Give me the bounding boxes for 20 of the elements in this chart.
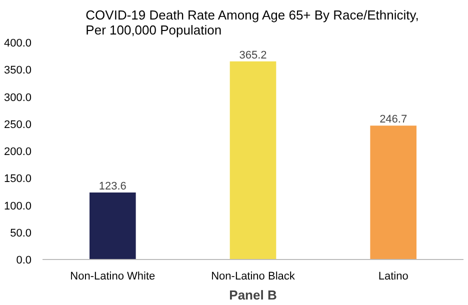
data-label: 123.6 (98, 180, 126, 192)
y-tick-label: 50.0 (10, 227, 32, 240)
y-tick-label: 250.0 (4, 118, 32, 131)
x-axis-title: Panel B (229, 288, 277, 302)
x-tick-label: Latino (378, 270, 408, 282)
y-tick-label: 300.0 (4, 92, 32, 104)
data-label: 246.7 (380, 114, 408, 126)
y-tick-label: 350.0 (4, 64, 32, 77)
y-tick-label: 400.0 (4, 38, 32, 50)
bar (370, 126, 416, 260)
y-tick-label: 0.0 (16, 254, 32, 266)
y-tick-label: 200.0 (4, 146, 32, 158)
y-tick-label: 150.0 (4, 173, 32, 186)
x-tick-label: Non-Latino Black (211, 270, 296, 282)
bar (230, 61, 276, 260)
bar (90, 192, 136, 260)
data-label: 365.2 (239, 49, 267, 62)
x-tick-label: Non-Latino White (70, 270, 156, 282)
y-tick-label: 100.0 (4, 200, 32, 212)
chart-title: COVID-19 Death Rate Among Age 65+ By Race/Ethnicity, Per 100,000 Population (86, 8, 419, 38)
